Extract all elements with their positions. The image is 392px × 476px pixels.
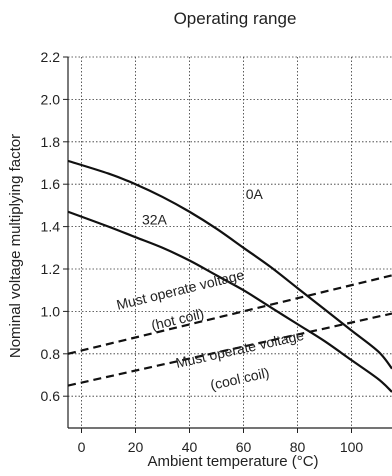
series-line-1 xyxy=(68,210,392,393)
y-tick-label-6: 1.8 xyxy=(41,134,61,150)
x-tick-label-100: 100 xyxy=(340,439,364,455)
curve-annotations: 0A 32A Must operate voltage(hot coil)Must … xyxy=(115,186,306,393)
y-tick-label-3: 1.2 xyxy=(41,261,61,277)
x-axis-label: Ambient temperature (°C) xyxy=(147,453,318,470)
series-lines xyxy=(68,159,392,393)
y-tick-label-7: 2.0 xyxy=(41,91,61,107)
grid-lines xyxy=(68,56,392,428)
y-tick-label-0: 0.6 xyxy=(41,388,61,404)
x-tick-label-80: 80 xyxy=(290,439,306,455)
x-tick-label-20: 20 xyxy=(128,439,144,455)
y-tick-label-8: 2.2 xyxy=(41,49,61,65)
tick-labels: 0 20 40 60 80 100 0.6 0.8 1.0 1.2 1.4 1.6 1.8 2.0 2.2 xyxy=(41,49,364,455)
y-tick-label-1: 0.8 xyxy=(41,346,61,362)
series-line-2 xyxy=(68,274,392,355)
y-tick-label-5: 1.6 xyxy=(41,176,61,192)
annotation-label-hot-1: Must operate voltage xyxy=(115,266,246,312)
x-tick-label-60: 60 xyxy=(236,439,252,455)
annotation-label-0a: 0A xyxy=(246,186,264,202)
x-tick-label-40: 40 xyxy=(182,439,198,455)
chart-title: Operating range xyxy=(174,9,297,28)
y-axis-label: Nominal voltage multiplying factor xyxy=(7,134,24,358)
x-tick-label-0: 0 xyxy=(78,439,86,455)
annotation-label-32a: 32A xyxy=(142,211,168,227)
axes xyxy=(63,56,392,433)
y-tick-label-4: 1.4 xyxy=(41,219,61,235)
y-tick-label-2: 1.0 xyxy=(41,303,61,319)
annotation-label-cool-2: (cool coil) xyxy=(209,364,271,393)
series-line-0 xyxy=(68,159,392,370)
annotation-label-hot-2: (hot coil) xyxy=(150,305,206,333)
annotation-label-cool-1: Must operate voltage xyxy=(174,327,305,371)
series-line-3 xyxy=(68,312,392,387)
